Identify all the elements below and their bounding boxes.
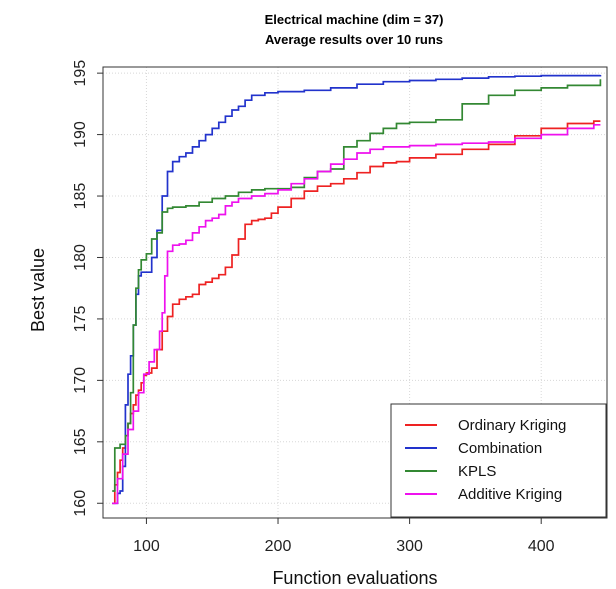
y-tick-label: 195 <box>72 60 89 87</box>
y-tick-label: 185 <box>72 183 89 210</box>
series-line-kpls <box>112 79 602 492</box>
series-line-ordinary-kriging <box>112 120 601 505</box>
x-axis: 100 200 300 400 <box>133 518 555 555</box>
legend-label-ordinary-kriging: Ordinary Kriging <box>458 417 566 434</box>
y-tick-label: 170 <box>72 367 89 394</box>
chart-subtitle: Average results over 10 runs <box>265 32 443 47</box>
x-tick-label: 200 <box>265 538 292 555</box>
plot-frame <box>102 66 608 519</box>
y-tick-label: 165 <box>72 428 89 455</box>
series-line-additive-kriging <box>112 123 601 505</box>
legend-label-additive-kriging: Additive Kriging <box>458 486 562 503</box>
x-tick-label: 300 <box>396 538 423 555</box>
legend-box <box>390 403 607 518</box>
y-tick-label: 175 <box>72 305 89 332</box>
y-tick-label: 190 <box>72 121 89 148</box>
y-axis-title: Best value <box>28 248 48 332</box>
legend: Ordinary Kriging Combination KPLS Additive … <box>390 403 607 518</box>
y-tick-label: 160 <box>72 490 89 517</box>
x-tick-label: 100 <box>133 538 160 555</box>
y-axis: 160 165 170 175 180 185 190 195 <box>72 60 103 517</box>
grid-lines <box>103 67 607 518</box>
legend-label-kpls: KPLS <box>458 463 496 480</box>
chart-title: Electrical machine (dim = 37) <box>265 12 444 27</box>
legend-label-combination: Combination <box>458 440 542 457</box>
y-tick-label: 180 <box>72 244 89 271</box>
x-tick-label: 400 <box>528 538 555 555</box>
series-lines <box>112 74 602 505</box>
x-axis-title: Function evaluations <box>272 568 437 588</box>
